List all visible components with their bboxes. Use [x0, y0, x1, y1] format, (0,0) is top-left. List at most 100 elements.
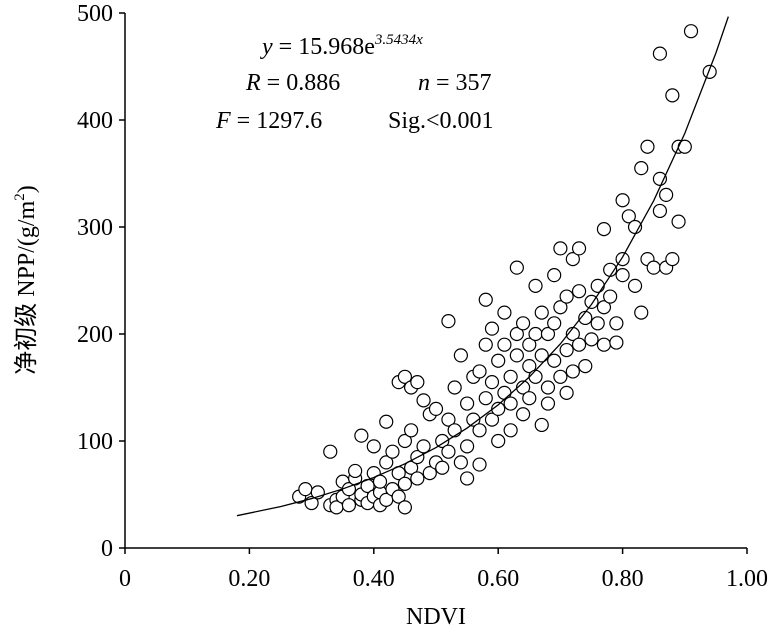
data-point — [522, 337, 537, 352]
data-point — [354, 428, 369, 443]
x-tick-label: 1.00 — [726, 566, 768, 592]
stat-f-var: F — [215, 108, 231, 134]
data-point — [391, 489, 406, 504]
data-point — [379, 455, 394, 470]
data-point — [534, 348, 549, 363]
data-point — [578, 359, 593, 374]
data-point — [565, 252, 580, 267]
data-point — [397, 369, 412, 384]
data-point — [596, 300, 612, 315]
data-point — [609, 335, 624, 350]
y-tick-label: 400 — [77, 108, 113, 134]
data-point — [441, 314, 456, 329]
data-point — [472, 457, 487, 472]
x-tick-label: 0.80 — [602, 566, 644, 592]
test: F = 1297.6 Sig.<0.001 — [215, 108, 494, 134]
data-point — [503, 396, 518, 411]
data-point — [553, 369, 568, 384]
y-axis-label: 净初级 NPP/(g/m2) — [12, 185, 40, 375]
data-point — [540, 380, 556, 395]
data-point — [522, 391, 537, 406]
data-point — [547, 353, 562, 368]
data-point — [515, 380, 531, 395]
data-point — [652, 203, 668, 219]
stat-sig: Sig.<0.001 — [388, 108, 494, 134]
data-point — [478, 292, 493, 307]
data-point — [491, 353, 506, 368]
data-point — [460, 471, 475, 486]
data-point — [497, 305, 512, 320]
stats: R = 0.886 n = 357 — [245, 70, 492, 96]
y-tick-label: 500 — [77, 1, 113, 27]
data-point — [553, 241, 568, 256]
data-point — [596, 222, 612, 237]
data-point — [460, 439, 475, 454]
data-point — [515, 316, 531, 331]
data-point — [453, 348, 468, 363]
data-point — [385, 444, 400, 459]
data-point — [422, 466, 437, 481]
data-point — [472, 364, 487, 379]
y-label-end: ) — [14, 185, 40, 193]
data-point — [441, 412, 456, 427]
data-point — [652, 46, 668, 61]
data-point — [466, 412, 481, 427]
data-point — [627, 278, 643, 293]
data-point — [665, 252, 680, 267]
data-point — [491, 433, 506, 449]
data-point — [634, 161, 649, 176]
data-point — [528, 326, 543, 342]
equation-exponent: 3.5434x — [374, 32, 423, 48]
stat-n: = 357 — [430, 70, 492, 96]
data-point — [665, 88, 680, 103]
data-point — [416, 439, 431, 454]
data-point — [447, 423, 462, 438]
data-point — [528, 278, 543, 293]
data-point — [640, 139, 655, 154]
data-point — [441, 444, 456, 459]
data-point — [646, 260, 661, 275]
data-point — [410, 471, 425, 486]
data-point — [503, 369, 518, 384]
data-point — [547, 268, 562, 283]
data-point — [522, 359, 537, 374]
data-point — [559, 385, 574, 400]
data-point — [659, 187, 674, 202]
data-point — [341, 498, 357, 513]
fit-curve — [236, 16, 729, 517]
data-point — [435, 433, 450, 449]
data-point — [379, 414, 394, 429]
data-point — [571, 337, 587, 352]
x-tick-label: 0.60 — [477, 566, 519, 592]
data-point — [497, 337, 512, 352]
data-point — [509, 326, 524, 342]
data-point — [596, 337, 612, 352]
y-tick-label: 0 — [101, 536, 113, 562]
data-point — [683, 24, 699, 39]
data-point — [478, 337, 493, 352]
x-tick-label: 0.40 — [353, 566, 395, 592]
data-point — [621, 209, 636, 224]
equation-var: y — [260, 34, 273, 60]
y-label-sup: 2 — [12, 193, 28, 201]
data-point — [571, 241, 587, 256]
data-point — [484, 412, 500, 427]
data-point — [603, 289, 618, 304]
data-point — [428, 401, 444, 416]
stat-r-var: R — [245, 70, 261, 96]
data-point — [509, 348, 524, 363]
stat-r: = 0.886 — [261, 70, 341, 96]
data-point — [702, 64, 717, 79]
data-point — [366, 439, 381, 454]
stat-f: = 1297.6 — [231, 108, 323, 134]
data-point — [559, 289, 574, 304]
data-point — [615, 268, 630, 283]
x-tick-label: 0.20 — [228, 566, 270, 592]
data-point — [404, 423, 419, 438]
data-point — [671, 214, 686, 229]
data-point — [528, 369, 543, 384]
data-point — [534, 417, 549, 433]
data-point — [416, 393, 431, 408]
data-point — [634, 305, 649, 320]
